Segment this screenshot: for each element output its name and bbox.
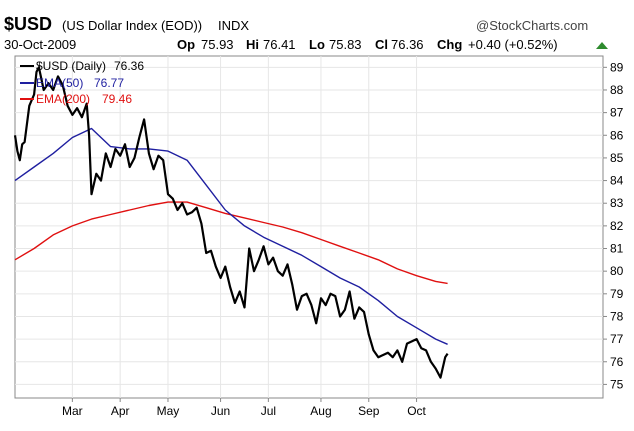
close-value: 76.36	[391, 37, 424, 52]
chart-index-name: (US Dollar Index (EOD))	[62, 18, 202, 33]
series-line-ema200	[14, 201, 448, 285]
y-tick-label: 89	[610, 60, 624, 74]
chart-date: 30-Oct-2009	[4, 37, 76, 52]
plot-area	[14, 55, 604, 399]
y-tick-label: 76	[610, 355, 624, 369]
y-tick-label: 80	[610, 264, 624, 278]
stockcharts-watermark: @StockCharts.com	[476, 18, 588, 33]
open-label: Op	[177, 37, 195, 52]
high-label: Hi	[246, 37, 259, 52]
low-label: Lo	[309, 37, 325, 52]
up-arrow-icon	[596, 42, 608, 49]
y-tick-label: 84	[610, 174, 624, 188]
y-tick-label: 86	[610, 128, 624, 142]
y-tick-label: 78	[610, 309, 624, 323]
chart-exchange: INDX	[218, 18, 249, 33]
x-tick-label: Oct	[407, 404, 426, 418]
high-value: 76.41	[263, 37, 296, 52]
y-axis-ticks: 75 76 77 78 79 80 81 82 83 84 85 86 87 88 89	[603, 60, 624, 391]
x-tick-label: Sep	[358, 404, 380, 418]
legend-value-usd: 76.36	[114, 59, 144, 73]
chart-symbol: $USD	[4, 14, 52, 34]
y-tick-label: 87	[610, 106, 624, 120]
x-tick-label: Apr	[111, 404, 130, 418]
legend-label-ema200: EMA(200)	[36, 92, 90, 106]
x-tick-label: Mar	[62, 404, 83, 418]
y-tick-label: 85	[610, 151, 624, 165]
legend-label-usd: $USD (Daily)	[36, 59, 106, 73]
y-tick-label: 88	[610, 83, 624, 97]
change-label: Chg	[437, 37, 462, 52]
change-value: +0.40 (+0.52%)	[468, 37, 558, 52]
legend: $USD (Daily) 76.36 EMA(50) 76.77 EMA(200…	[20, 59, 144, 106]
y-tick-label: 83	[610, 196, 624, 210]
x-tick-label: Jul	[261, 404, 276, 418]
y-tick-label: 82	[610, 219, 624, 233]
open-value: 75.93	[201, 37, 234, 52]
series-line-usd	[13, 66, 449, 379]
x-tick-label: Aug	[310, 404, 331, 418]
low-value: 75.83	[329, 37, 362, 52]
x-axis-ticks: Mar Apr May Jun Jul Aug Sep Oct	[62, 398, 427, 418]
legend-label-ema50: EMA(50)	[36, 76, 83, 90]
series-layer	[13, 66, 449, 379]
x-tick-label: May	[157, 404, 180, 418]
x-tick-label: Jun	[211, 404, 230, 418]
legend-value-ema200: 79.46	[102, 92, 132, 106]
legend-value-ema50: 76.77	[94, 76, 124, 90]
y-tick-label: 81	[610, 242, 624, 256]
close-label: Cl	[375, 37, 388, 52]
y-tick-label: 79	[610, 287, 624, 301]
y-tick-label: 75	[610, 377, 624, 391]
y-tick-label: 77	[610, 332, 624, 346]
